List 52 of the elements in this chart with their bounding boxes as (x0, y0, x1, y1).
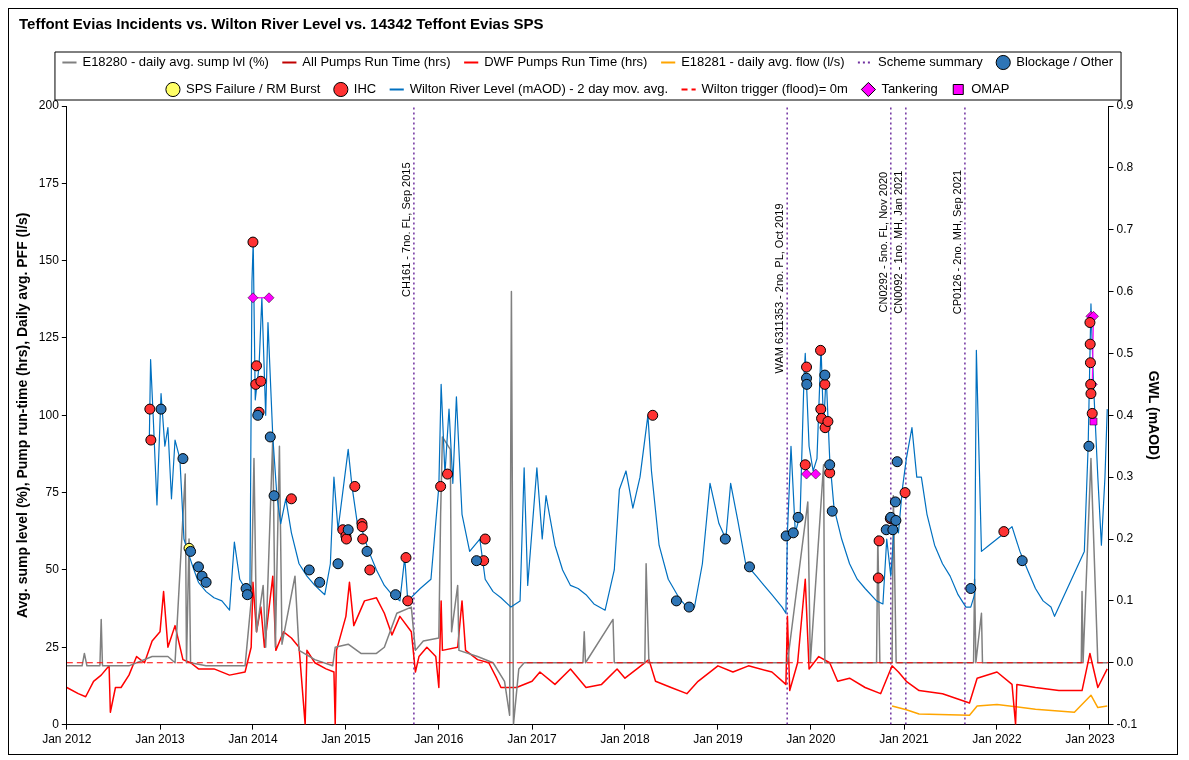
legend-label: Blockage / Other (1016, 54, 1114, 70)
x-tick-label: Jan 2021 (879, 732, 930, 747)
x-tick-label: Jan 2016 (414, 732, 464, 747)
x-tick-label: Jan 2012 (42, 732, 92, 747)
y2-tick-label: 0.6 (1116, 283, 1134, 298)
chart-title: Teffont Evias Incidents vs. Wilton River Level vs. 14342 Teffont Evias SPS (19, 15, 545, 32)
x-tick-label: Jan 2022 (972, 732, 1022, 747)
y2-tick-label: 0.2 (1116, 531, 1134, 546)
annotation: WAM 6311353 - 2no. PL, Oct 2019 (773, 203, 786, 374)
y2-tick-label: 0.0 (1116, 655, 1134, 670)
y-tick-label: 200 (38, 98, 60, 113)
annotation: CP0126 - 2no. MH, Sep 2021 (950, 169, 963, 315)
legend-label: DWF Pumps Run Time (hrs) (484, 54, 648, 70)
x-tick-label: Jan 2013 (135, 732, 186, 747)
y-tick-label: 125 (38, 330, 60, 345)
x-tick-label: Jan 2020 (786, 732, 836, 747)
y2-tick-label: 0.5 (1116, 345, 1134, 360)
annotation: CN0292 - 5no. FL, Nov 2020 (876, 171, 889, 313)
legend-label: Wilton River Level (mAOD) - 2 day mov. avg. (409, 81, 669, 97)
legend-label: Scheme summary (877, 54, 984, 70)
y2-tick-label: 0.1 (1116, 593, 1134, 608)
annotation: CN0092 - 1no. MH, Jan 2021 (891, 170, 904, 314)
y-tick-label: 100 (38, 407, 60, 422)
y2-tick-label: 0.4 (1116, 407, 1134, 422)
x-tick-label: Jan 2023 (1065, 732, 1115, 747)
y-tick-label: 0 (52, 716, 60, 731)
y-tick-label: 75 (45, 484, 60, 499)
x-tick-label: Jan 2014 (228, 732, 278, 747)
y-tick-label: 175 (38, 175, 60, 190)
x-tick-label: Jan 2018 (600, 732, 650, 747)
legend-label: All Pumps Run Time (hrs) (302, 54, 451, 70)
legend-label: OMAP (971, 81, 1010, 97)
y-tick-label: 150 (38, 252, 60, 267)
y2-tick-label: 0.9 (1116, 98, 1134, 113)
y-tick-label: 25 (45, 639, 60, 654)
legend-label: Tankering (881, 81, 938, 97)
y2-axis-title: GWL (mAOD) (1145, 370, 1162, 460)
legend-label: SPS Failure / RM Burst (185, 81, 321, 97)
legend-label: E18280 - daily avg. sump lvl (%) (82, 54, 269, 70)
annotation: CH161 - 7no. FL, Sep 2015 (399, 162, 412, 297)
y-tick-label: 50 (45, 562, 60, 577)
legend-label: E18281 - daily avg. flow (l/s) (681, 54, 845, 70)
y-axis-title: Avg. sump level (%), Pump run-time (hrs), Daily avg. PFF (l/s) (14, 212, 31, 619)
y2-tick-label: -0.1 (1116, 716, 1138, 731)
x-tick-label: Jan 2019 (693, 732, 743, 747)
y2-tick-label: 0.7 (1116, 222, 1134, 237)
legend-label: IHC (353, 81, 377, 97)
x-tick-label: Jan 2015 (321, 732, 371, 747)
y2-tick-label: 0.8 (1116, 160, 1134, 175)
y2-tick-label: 0.3 (1116, 469, 1134, 484)
legend-label: Wilton trigger (flood)= 0m (701, 81, 848, 97)
x-tick-label: Jan 2017 (507, 732, 558, 747)
